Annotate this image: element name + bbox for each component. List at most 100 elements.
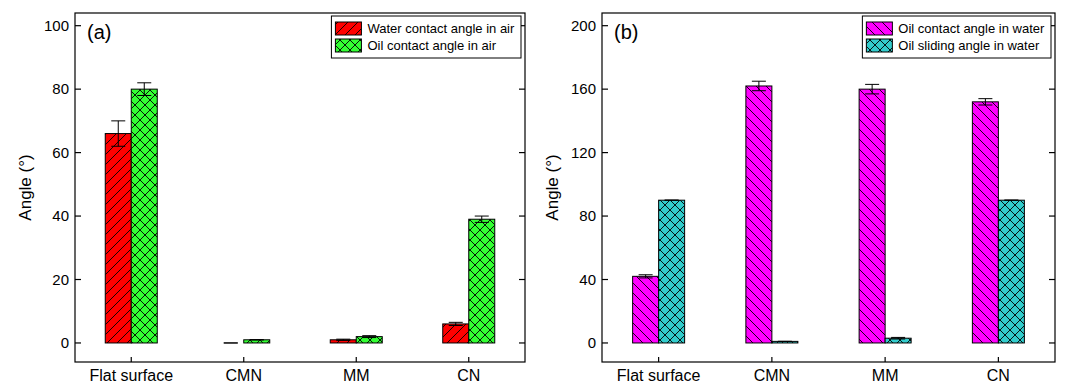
y-tick-label: 0 [61, 334, 69, 351]
error-cap [665, 200, 679, 201]
legend-label: Oil contact angle in water [898, 21, 1045, 36]
y-tick-label: 120 [571, 144, 596, 161]
y-tick [602, 152, 608, 153]
bars [633, 81, 1025, 343]
y-tick-right [519, 342, 525, 343]
x-tick-label: CN [457, 367, 480, 384]
y-tick-right [1049, 342, 1055, 343]
bar [105, 134, 131, 343]
error-bar [891, 337, 905, 339]
legend-label: Oil sliding angle in water [898, 38, 1040, 53]
bar [469, 219, 495, 343]
error-cap [778, 341, 792, 342]
legend-label: Water contact angle in air [367, 21, 515, 36]
x-tick-label: Flat surface [617, 367, 701, 384]
x-tick-label: MM [872, 367, 899, 384]
y-tick-label: 80 [52, 80, 69, 97]
y-tick-label: 0 [588, 334, 596, 351]
y-tick [602, 342, 608, 343]
error-cap [449, 322, 463, 323]
bar [746, 86, 772, 343]
error-bar [752, 81, 766, 91]
error-bar [137, 83, 151, 96]
error-cap [1004, 200, 1018, 201]
y-tick-right [519, 279, 525, 280]
error-cap [475, 216, 489, 217]
error-cap [665, 200, 679, 201]
figure: 0 20 40 60 80 100 Angle (°) Flat surface CMN MM CN… [0, 0, 1067, 389]
plot-frame [602, 13, 1055, 362]
y-axis-title: Angle (°) [16, 154, 35, 220]
x-tick [885, 357, 886, 362]
error-cap [336, 339, 350, 340]
legend: Water contact angle in airOil contact an… [331, 16, 521, 58]
error-bar [978, 99, 992, 105]
x-tick [356, 357, 357, 362]
bars [105, 83, 495, 343]
bar [356, 337, 382, 343]
y-tick-label: 200 [571, 17, 596, 34]
legend-box [862, 16, 1051, 58]
bar [218, 342, 244, 343]
error-cap [111, 146, 125, 147]
y-tick-label: 40 [52, 207, 69, 224]
x-tick [998, 357, 999, 362]
y-tick [75, 215, 81, 216]
bar [859, 89, 885, 343]
y-tick [602, 25, 608, 26]
error-bar [111, 121, 125, 146]
error-cap [639, 277, 653, 278]
error-bar [1004, 200, 1018, 201]
error-cap [865, 84, 879, 85]
x-tick [771, 357, 772, 362]
bar [633, 276, 659, 343]
legend: Oil contact angle in water Oil sliding an… [862, 16, 1051, 58]
y-tick [75, 25, 81, 26]
bar [772, 341, 798, 343]
error-cap [362, 335, 376, 336]
error-cap [111, 120, 125, 121]
panel-label: (b) [614, 21, 638, 43]
error-cap [449, 325, 463, 326]
error-stem [758, 81, 759, 91]
error-bar [336, 339, 350, 340]
y-tick-label: 60 [52, 144, 69, 161]
y-tick [75, 152, 81, 153]
error-cap [639, 274, 653, 275]
error-bar [475, 216, 489, 222]
y-tick-label: 100 [44, 17, 69, 34]
error-cap [250, 339, 264, 340]
y-tick [75, 89, 81, 90]
error-bar [449, 322, 463, 325]
y-tick-right [519, 152, 525, 153]
error-stem [118, 121, 119, 146]
error-cap [752, 90, 766, 91]
error-stem [481, 216, 482, 222]
y-tick-label: 160 [571, 80, 596, 97]
error-cap [336, 340, 350, 341]
bar [972, 102, 998, 343]
y-tick [602, 89, 608, 90]
error-bar [639, 275, 653, 278]
x-tick-label: CMN [754, 367, 790, 384]
y-tick-label: 80 [579, 207, 596, 224]
error-cap [978, 105, 992, 106]
y-tick-right [1049, 215, 1055, 216]
y-tick [602, 279, 608, 280]
y-tick-right [519, 215, 525, 216]
error-bar [362, 336, 376, 338]
error-cap [475, 222, 489, 223]
error-cap [778, 341, 792, 342]
y-tick-right [519, 89, 525, 90]
y-tick-label: 20 [52, 271, 69, 288]
error-cap [891, 338, 905, 339]
error-cap [1004, 200, 1018, 201]
error-cap [865, 93, 879, 94]
error-cap [137, 95, 151, 96]
bar [659, 200, 685, 343]
x-tick [131, 357, 132, 362]
legend-swatch [866, 39, 892, 52]
x-tick-label: MM [343, 367, 370, 384]
bar [131, 89, 157, 343]
error-cap [978, 98, 992, 99]
